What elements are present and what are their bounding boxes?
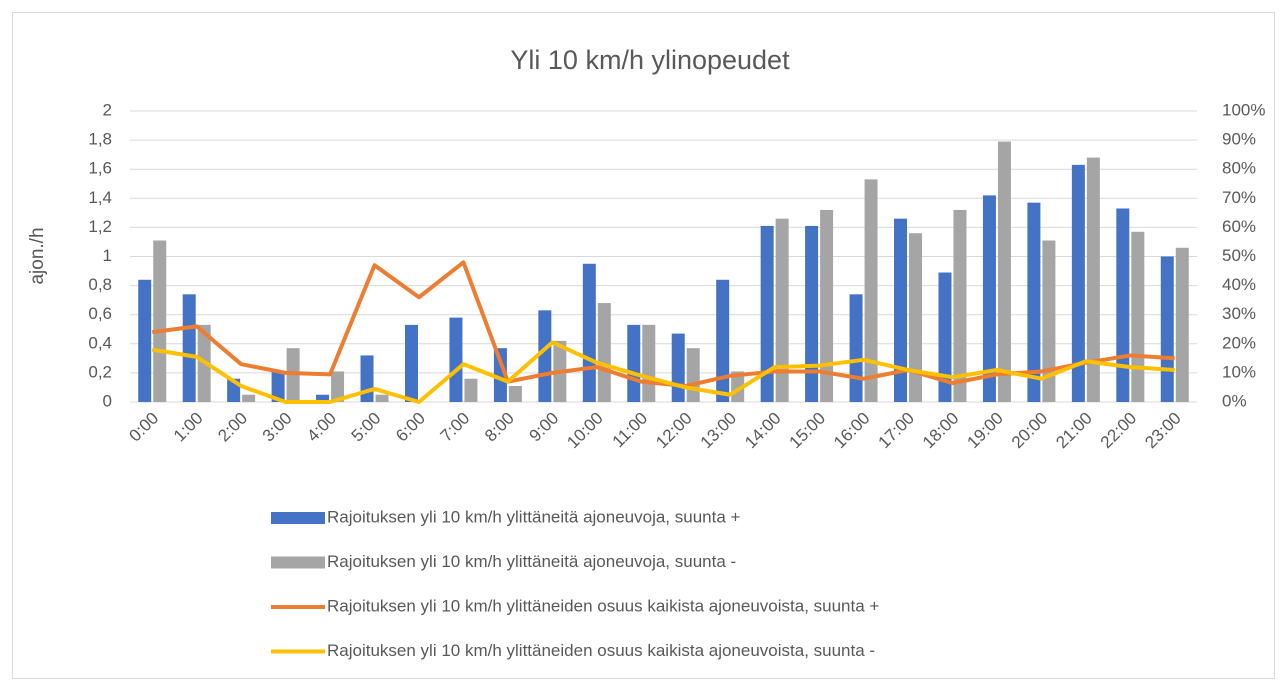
bar — [627, 324, 641, 402]
y-tick-label: 0,2 — [88, 362, 112, 381]
y-tick-label: 1,2 — [88, 217, 112, 236]
bar — [1131, 231, 1145, 402]
bar — [864, 179, 878, 402]
bar — [938, 272, 952, 402]
bar — [138, 279, 152, 402]
bar — [760, 225, 774, 402]
bar — [508, 385, 522, 402]
y2-tick-label: 60% — [1222, 217, 1256, 236]
y2-tick-label: 70% — [1222, 188, 1256, 207]
y2-tick-label: 100% — [1222, 100, 1265, 119]
bar — [582, 263, 596, 402]
bar — [360, 355, 374, 402]
y2-tick-label: 90% — [1222, 130, 1256, 149]
bar — [642, 324, 656, 402]
bar — [982, 195, 996, 402]
legend-label: Rajoituksen yli 10 km/h ylittäneitä ajon… — [327, 507, 741, 526]
y2-tick-label: 20% — [1222, 333, 1256, 352]
bar — [1160, 256, 1174, 402]
y-tick-label: 1,8 — [88, 130, 112, 149]
y2-tick-label: 80% — [1222, 159, 1256, 178]
y-tick-label: 0 — [103, 391, 112, 410]
bar — [182, 294, 196, 402]
y2-tick-label: 0% — [1222, 391, 1247, 410]
bar — [671, 333, 685, 402]
bar — [849, 294, 863, 402]
y-tick-label: 0,8 — [88, 275, 112, 294]
bar — [686, 348, 700, 402]
bar — [242, 394, 256, 402]
chart-title: Yli 10 km/h ylinopeudet — [510, 45, 790, 75]
bar — [464, 378, 478, 402]
bar — [538, 310, 552, 402]
bar — [1175, 247, 1189, 402]
y-tick-label: 1,4 — [88, 188, 112, 207]
bar — [953, 209, 967, 402]
y-tick-label: 1,6 — [88, 159, 112, 178]
y2-tick-label: 30% — [1222, 304, 1256, 323]
line-series — [151, 260, 1175, 388]
y2-tick-label: 40% — [1222, 275, 1256, 294]
bar — [271, 371, 285, 402]
bar — [997, 141, 1011, 402]
bar — [1042, 240, 1056, 402]
bar — [316, 394, 330, 402]
legend-label: Rajoituksen yli 10 km/h ylittäneiden osu… — [327, 596, 879, 615]
bar — [775, 218, 789, 402]
legend-label: Rajoituksen yli 10 km/h ylittäneiden osu… — [327, 641, 875, 660]
legend-swatch — [271, 556, 325, 569]
bar — [375, 394, 389, 402]
bar — [894, 218, 908, 402]
bar — [404, 324, 418, 402]
bar — [909, 233, 923, 402]
line-series — [151, 340, 1175, 404]
y2-tick-label: 10% — [1222, 362, 1256, 381]
bar — [1086, 157, 1100, 402]
bar — [153, 240, 167, 402]
y-tick-label: 1 — [103, 246, 112, 265]
bar — [597, 303, 611, 402]
y-tick-label: 0,6 — [88, 304, 112, 323]
bar — [331, 371, 345, 402]
bar — [820, 209, 834, 402]
legend-swatch — [271, 512, 325, 524]
y2-tick-label: 50% — [1222, 246, 1256, 265]
bar — [1116, 208, 1130, 402]
legend-label: Rajoituksen yli 10 km/h ylittäneitä ajon… — [327, 552, 736, 571]
bar — [493, 348, 507, 402]
bar — [805, 225, 819, 402]
y-tick-label: 0,4 — [88, 333, 112, 352]
bar — [449, 317, 463, 402]
bar — [1027, 202, 1041, 402]
bar — [1071, 164, 1085, 402]
y-axis-label: ajon./h — [27, 227, 48, 284]
y-tick-label: 2 — [103, 100, 112, 119]
bar — [716, 279, 730, 402]
